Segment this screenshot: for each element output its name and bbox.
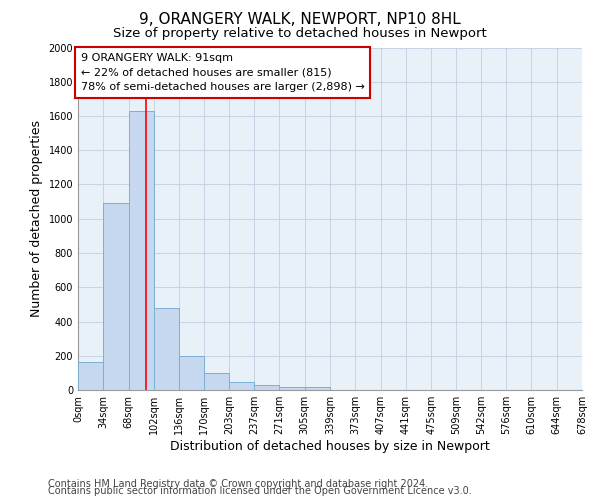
Text: Contains HM Land Registry data © Crown copyright and database right 2024.: Contains HM Land Registry data © Crown c… (48, 479, 428, 489)
Text: Contains public sector information licensed under the Open Government Licence v3: Contains public sector information licen… (48, 486, 472, 496)
Text: 9, ORANGERY WALK, NEWPORT, NP10 8HL: 9, ORANGERY WALK, NEWPORT, NP10 8HL (139, 12, 461, 28)
Bar (254, 385, 280, 390)
Bar (280, 386, 305, 390)
Bar (103, 204, 128, 390)
X-axis label: Distribution of detached houses by size in Newport: Distribution of detached houses by size … (170, 440, 490, 453)
Text: 9 ORANGERY WALK: 91sqm
← 22% of detached houses are smaller (815)
78% of semi-de: 9 ORANGERY WALK: 91sqm ← 22% of detached… (81, 52, 365, 92)
Y-axis label: Number of detached properties: Number of detached properties (30, 120, 43, 318)
Text: Size of property relative to detached houses in Newport: Size of property relative to detached ho… (113, 28, 487, 40)
Bar (305, 386, 330, 390)
Bar (179, 356, 205, 390)
Bar (128, 111, 154, 390)
Bar (154, 308, 179, 390)
Bar (205, 373, 229, 390)
Bar (229, 382, 254, 390)
Bar (78, 362, 103, 390)
